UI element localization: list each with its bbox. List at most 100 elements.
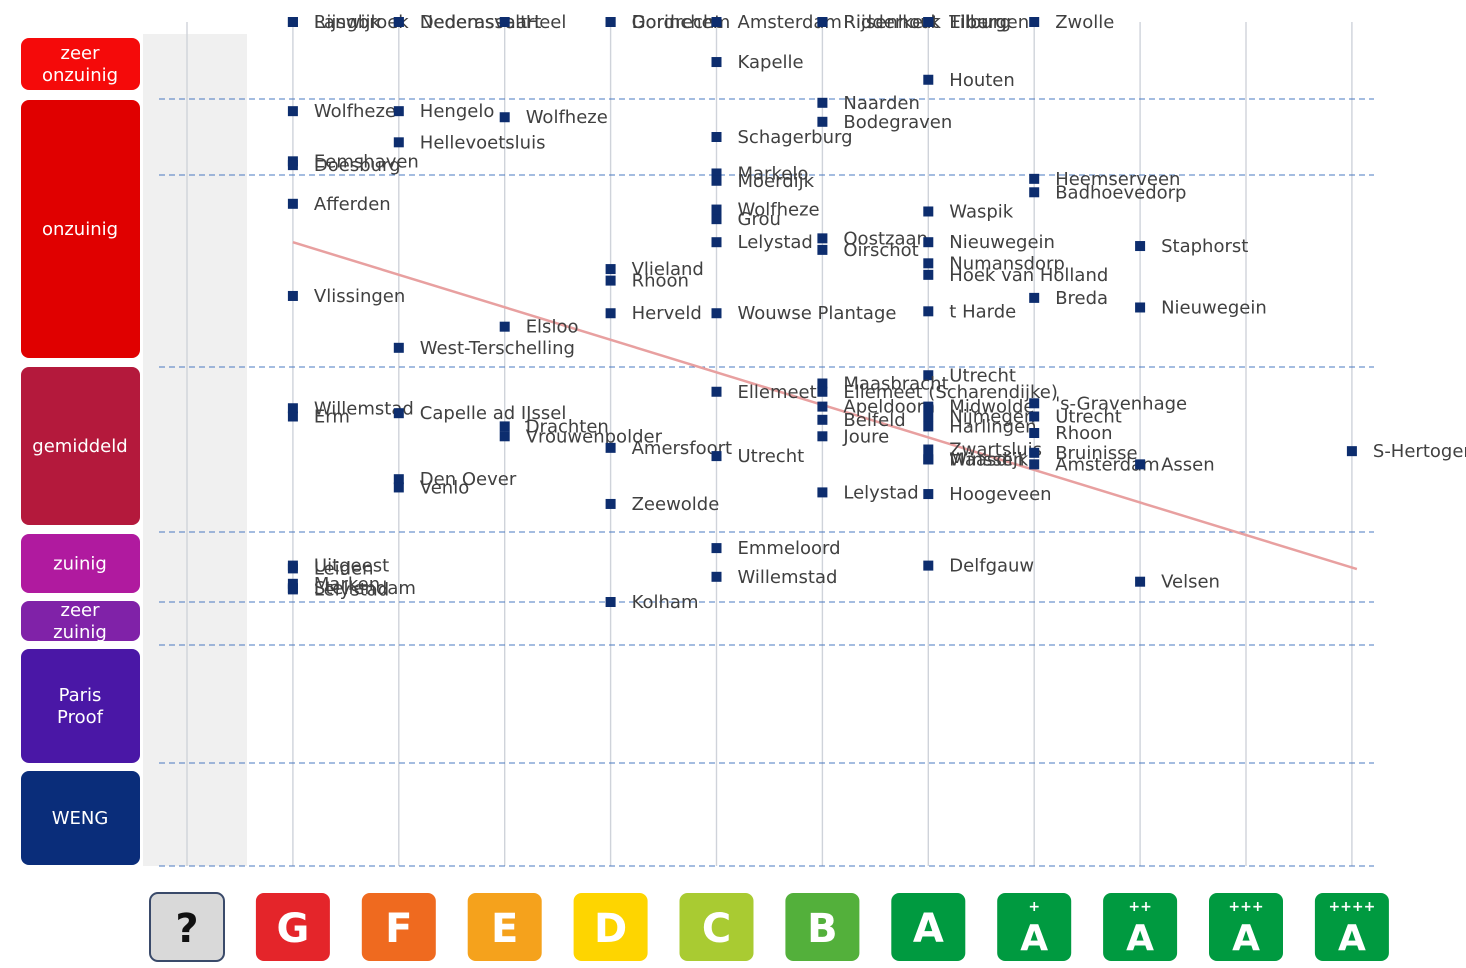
badge-plus: ++ — [1128, 899, 1151, 915]
point-marker — [393, 137, 404, 148]
point-marker — [923, 560, 934, 571]
point-marker — [923, 74, 934, 85]
badge-letter: A — [1232, 918, 1260, 959]
data-point: Utrecht — [1029, 407, 1122, 428]
point-label: Wolfheze — [526, 107, 608, 128]
point-marker — [711, 451, 722, 462]
data-point: Wolfheze — [287, 101, 396, 122]
point-marker — [817, 97, 828, 108]
band-label: zuinig — [53, 554, 107, 575]
badge-box — [255, 893, 330, 961]
energy-label-badge-3: E — [467, 893, 542, 961]
band-box — [21, 38, 140, 90]
point-marker — [711, 543, 722, 554]
data-point: Naarden — [817, 93, 920, 114]
data-point: Hengelo — [393, 101, 494, 122]
point-label: Rhoon — [632, 271, 689, 292]
point-marker — [923, 237, 934, 248]
point-marker — [711, 214, 722, 225]
band-boundary-lines — [159, 98, 1374, 867]
point-marker — [393, 342, 404, 353]
badge-box — [1103, 893, 1178, 961]
point-marker — [711, 386, 722, 397]
point-marker — [923, 489, 934, 500]
point-marker — [1346, 446, 1357, 457]
point-marker — [711, 17, 722, 27]
data-point: Vrouwenpolder — [499, 426, 663, 447]
point-marker — [1135, 576, 1146, 587]
point-marker — [287, 584, 298, 595]
data-point: Hellevoetsluis — [393, 132, 545, 153]
data-point: Waspik — [923, 201, 1014, 222]
data-point: Utrecht — [923, 365, 1016, 386]
data-point: 's-Gravenhage — [1029, 393, 1187, 414]
point-label: Moerdijk — [738, 171, 815, 192]
data-point: Oirschot — [817, 240, 919, 261]
badge-letter: A — [1020, 918, 1048, 959]
point-marker — [711, 571, 722, 582]
point-label: Venlo — [420, 477, 469, 498]
data-point: Emmeloord — [711, 538, 841, 559]
point-label: Kolham — [632, 592, 699, 613]
point-marker — [1135, 241, 1146, 252]
point-label: Vlissingen — [314, 286, 405, 307]
point-marker — [923, 444, 934, 455]
point-marker — [711, 175, 722, 186]
point-marker — [499, 431, 510, 442]
point-label: Zwolle — [1055, 12, 1114, 33]
band-label: Paris — [59, 685, 102, 706]
data-point: Ridderkerk — [817, 12, 941, 33]
data-point: Herveld — [605, 303, 702, 324]
data-point: Grou — [711, 209, 781, 230]
energy-label-badge-0: ? — [149, 892, 225, 962]
point-marker — [711, 57, 722, 68]
point-marker — [1029, 17, 1040, 27]
point-label: Lelystad — [843, 482, 918, 503]
point-marker — [817, 17, 828, 27]
data-point: Lelystad — [287, 579, 389, 600]
data-point: Elsloo — [499, 317, 578, 338]
data-point: Zwolle — [1029, 12, 1114, 33]
data-point: Belfeld — [817, 410, 906, 431]
badge-letter: F — [385, 906, 412, 952]
point-marker — [605, 17, 616, 27]
point-label: Den Oever — [420, 469, 517, 490]
data-point: Houten — [923, 70, 1015, 91]
point-label: Leiden — [314, 558, 374, 579]
band-label: zeer — [61, 43, 101, 64]
point-marker — [287, 411, 298, 422]
point-label: Winssen — [949, 449, 1024, 470]
band-2: gemiddeld — [21, 367, 140, 525]
band-box — [21, 771, 140, 865]
point-label: Willemstad — [738, 567, 838, 588]
badge-box — [1209, 893, 1283, 961]
point-marker — [287, 160, 298, 171]
data-point: Heel — [499, 12, 566, 33]
point-label: Breda — [1055, 288, 1108, 309]
point-marker — [711, 132, 722, 142]
badge-box — [1314, 893, 1389, 961]
energy-label-badge-11: ++++ A — [1314, 893, 1389, 961]
point-marker — [287, 563, 298, 574]
data-point: Nieuwegein — [923, 232, 1055, 253]
point-label: Naarden — [843, 93, 920, 114]
point-marker — [817, 244, 828, 255]
badge-letter: B — [807, 906, 838, 952]
data-point: Den Oever — [393, 469, 517, 490]
point-marker — [499, 321, 510, 332]
point-marker — [1029, 428, 1040, 438]
point-label: Utrecht — [949, 365, 1016, 386]
data-point: Willemstad — [711, 567, 838, 588]
data-point: Amersfoort — [605, 438, 732, 459]
data-point: Oostzaan — [817, 228, 928, 249]
point-marker — [393, 474, 404, 485]
point-label: Hoek van Holland — [949, 265, 1108, 286]
point-label: Capelle ad IJssel — [420, 403, 567, 424]
point-label: Schagerburg — [738, 127, 853, 148]
data-point: Rhoon — [605, 271, 689, 292]
badge-box — [785, 893, 860, 961]
badge-letter: E — [491, 906, 518, 952]
data-point: S-Hertogenbosch — [1346, 441, 1466, 462]
